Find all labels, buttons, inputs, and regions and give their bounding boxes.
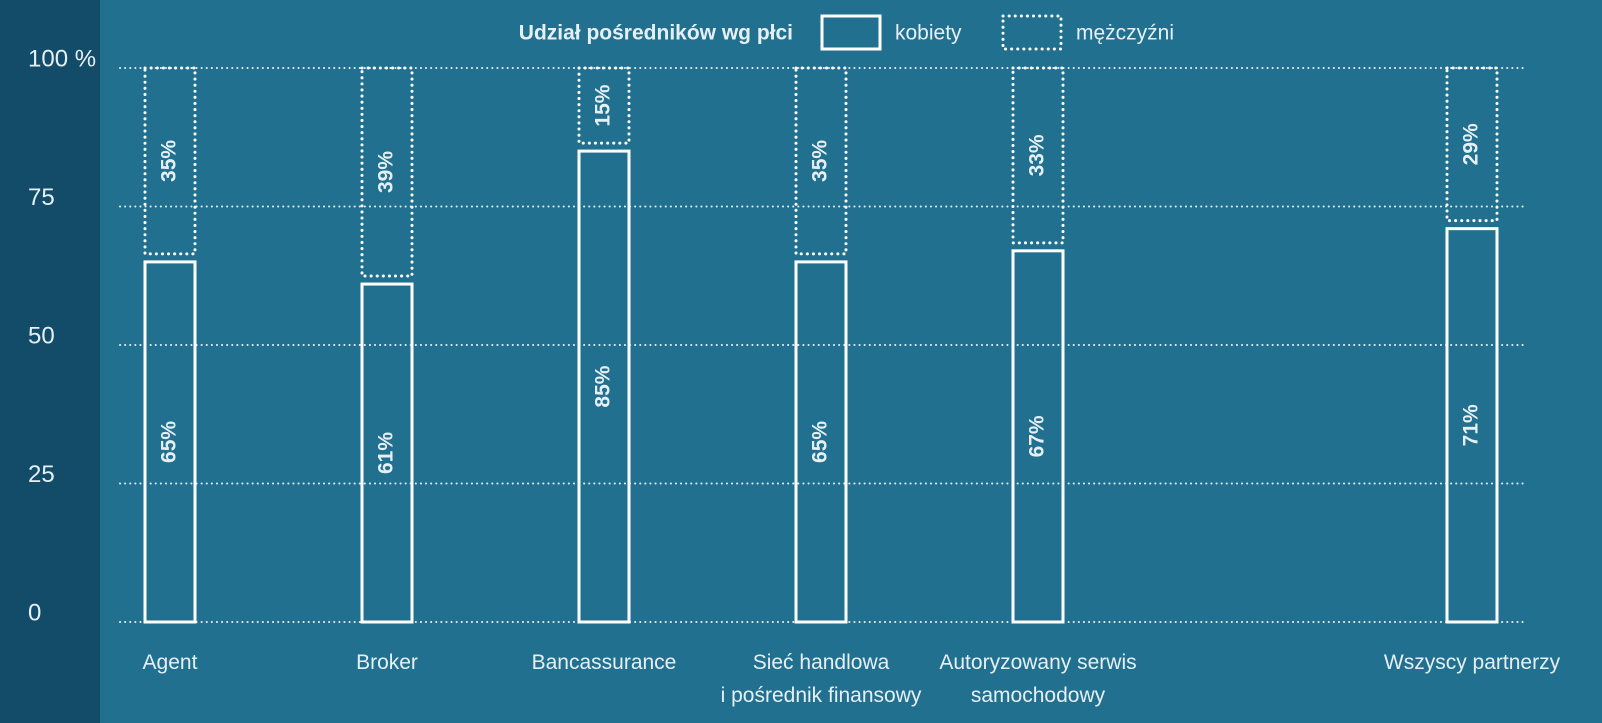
bar-segment xyxy=(143,66,197,256)
value-label: 67% xyxy=(1026,415,1049,457)
x-tick-label: Broker xyxy=(356,651,418,674)
legend-label: kobiety xyxy=(895,22,962,45)
value-label: 65% xyxy=(809,421,832,463)
legend-swatch xyxy=(1001,14,1063,51)
y-tick-label: 100 % xyxy=(28,45,96,72)
value-label: 15% xyxy=(592,84,615,126)
y-tick-label: 75 xyxy=(28,184,55,211)
x-tick-label: Autoryzowany serwis samochodowy xyxy=(939,651,1137,707)
bar-segment xyxy=(360,66,414,278)
value-label: 35% xyxy=(158,140,181,182)
value-label: 65% xyxy=(158,421,181,463)
bar-segment xyxy=(360,282,414,624)
y-tick-label: 25 xyxy=(28,461,55,488)
bar-segment xyxy=(794,66,848,256)
value-label: 33% xyxy=(1026,134,1049,176)
bar-segment xyxy=(577,66,631,145)
bar-segment xyxy=(1445,66,1499,223)
legend-label: mężczyźni xyxy=(1076,22,1174,45)
bar-segment xyxy=(577,149,631,624)
axis-band xyxy=(0,0,100,723)
value-label: 35% xyxy=(809,140,832,182)
legend-swatch xyxy=(820,14,882,51)
bar-segment xyxy=(1445,227,1499,624)
x-tick-label: Wszyscy partnerzy xyxy=(1383,651,1561,674)
value-label: 29% xyxy=(1460,123,1483,165)
value-label: 71% xyxy=(1460,404,1483,446)
value-label: 85% xyxy=(592,365,615,407)
x-tick-label: Agent xyxy=(142,651,198,674)
y-tick-label: 0 xyxy=(28,599,41,626)
y-tick-label: 50 xyxy=(28,322,55,349)
x-tick-label: Bancassurance xyxy=(531,651,677,674)
value-label: 61% xyxy=(375,432,398,474)
x-tick-label: Sieć handlowa i pośrednik finansowy xyxy=(720,651,922,707)
bar-segment xyxy=(1011,66,1065,245)
bar-segment xyxy=(1011,249,1065,624)
value-label: 39% xyxy=(375,151,398,193)
bar-segment xyxy=(143,260,197,624)
bar-segment xyxy=(794,260,848,624)
legend-title: Udział pośredników wg płci xyxy=(519,22,793,45)
